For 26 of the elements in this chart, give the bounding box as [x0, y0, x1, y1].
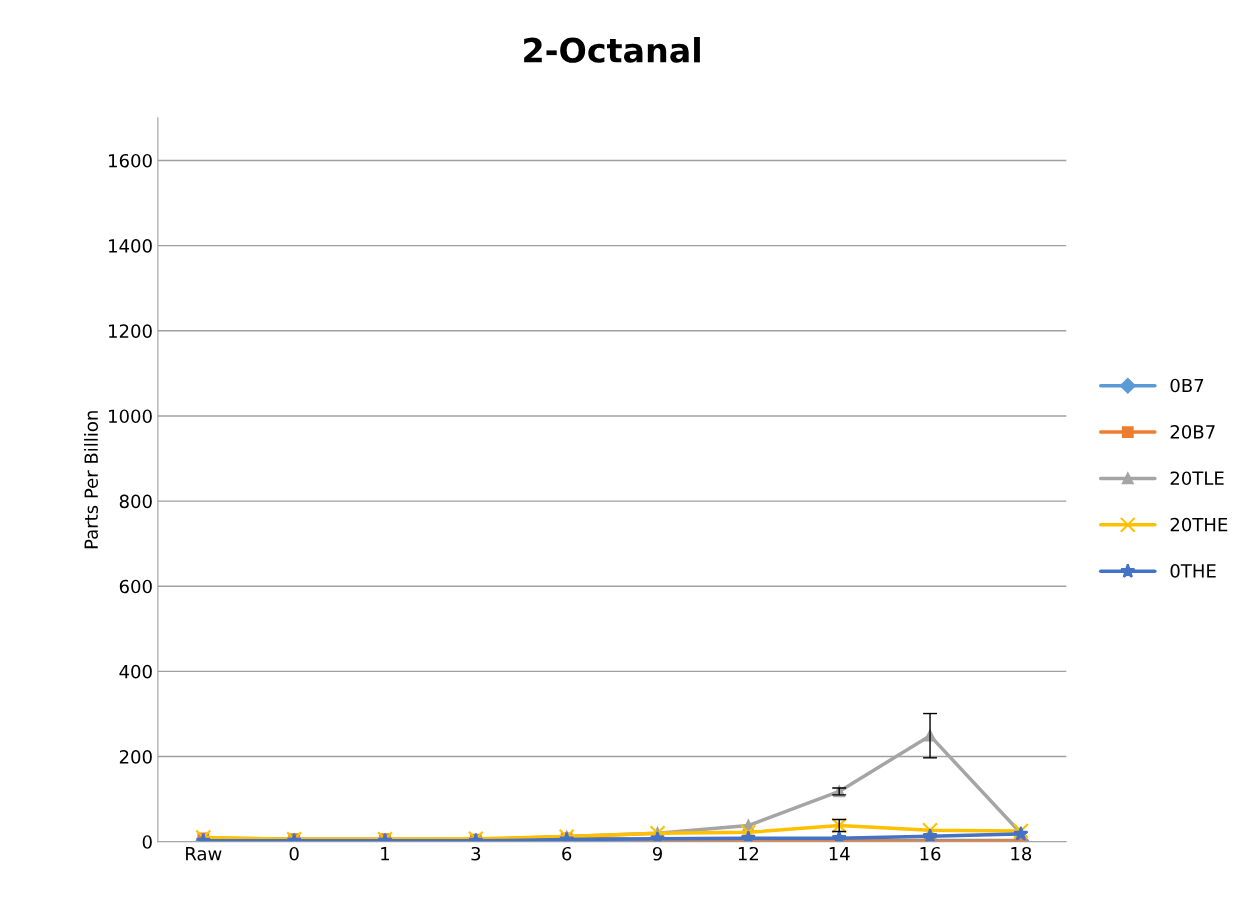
legend-label: 20THE — [1170, 517, 1228, 532]
y-tick-label: 200 — [119, 750, 152, 764]
y-axis-title: Parts Per Billion — [84, 411, 99, 549]
y-tick-label: 1400 — [109, 239, 152, 253]
y-tick-label: 1200 — [109, 324, 152, 338]
y-tick-label: 1000 — [109, 409, 152, 424]
x-tick-label: 6 — [562, 846, 572, 861]
legend-label: 0B7 — [1170, 378, 1204, 393]
x-tick-label: 14 — [829, 847, 850, 861]
x-tick-label: 0 — [289, 846, 299, 861]
y-tick-label: 1600 — [109, 153, 152, 168]
x-tick-label: 12 — [738, 846, 759, 861]
y-tick-label: 400 — [119, 664, 152, 679]
legend-label: 20B7 — [1170, 425, 1215, 439]
x-tick-label: 18 — [1011, 846, 1032, 861]
chart-title: 2-Octanal — [524, 37, 700, 63]
x-tick-label: 3 — [471, 846, 481, 861]
x-tick-label: 16 — [920, 846, 941, 861]
y-tick-label: 0 — [142, 835, 152, 849]
x-tick-label: Raw — [186, 847, 222, 861]
legend-label: 0THE — [1170, 564, 1216, 578]
x-tick-label: 9 — [652, 846, 662, 861]
legend-label: 20TLE — [1170, 471, 1224, 486]
y-tick-label: 800 — [119, 494, 152, 509]
y-tick-label: 600 — [119, 579, 152, 594]
x-tick-label: 1 — [381, 847, 390, 861]
